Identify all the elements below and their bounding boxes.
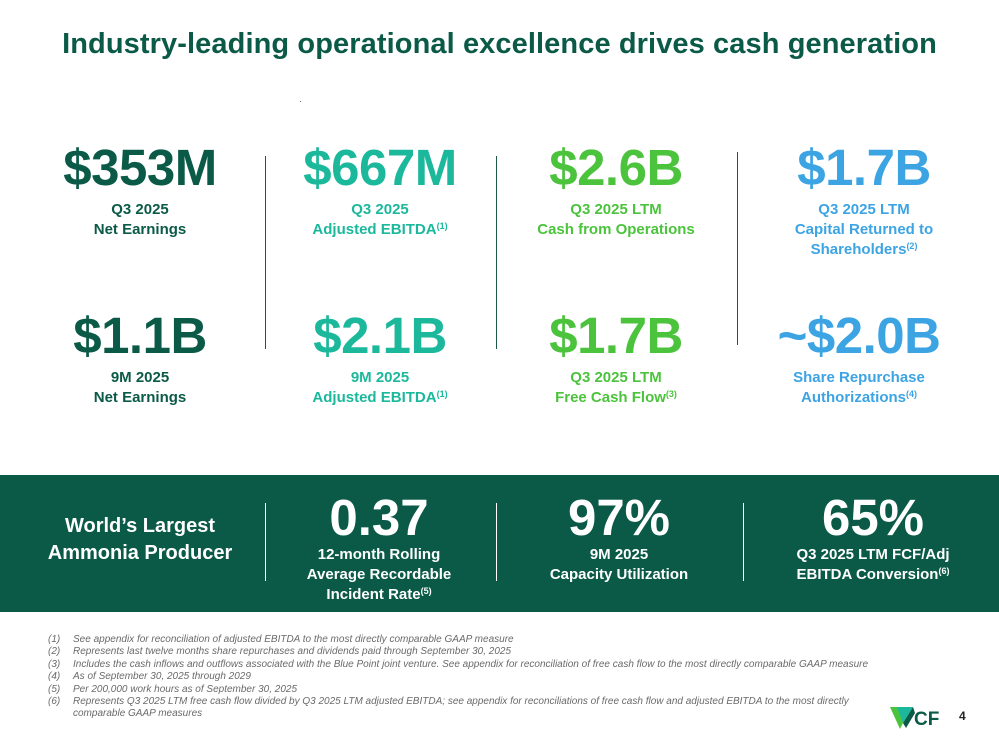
column-divider xyxy=(496,156,497,349)
footnote-ref: (1) xyxy=(436,221,448,231)
metric-ltm-free-cash-flow: $1.7B Q3 2025 LTM Free Cash Flow(3) xyxy=(500,308,732,408)
column-divider xyxy=(737,152,738,345)
band-divider xyxy=(496,503,497,581)
footnote-ref: (6) xyxy=(938,566,950,576)
metric-9m-adjusted-ebitda: $2.1B 9M 2025 Adjusted EBITDA(1) xyxy=(264,308,496,408)
cf-logo: CF xyxy=(890,707,939,730)
metric-share-repurchase-authorizations: ~$2.0B Share Repurchase Authorizations(4… xyxy=(743,308,975,408)
footnote-ref: (2) xyxy=(906,241,918,251)
metric-value: $1.7B xyxy=(797,139,931,196)
band-metric-label: Average Recordable xyxy=(306,566,452,583)
band-divider xyxy=(265,503,266,581)
footnote-ref: (4) xyxy=(906,389,917,399)
metric-label: Adjusted EBITDA(1) xyxy=(312,389,448,406)
metric-ltm-capital-returned: $1.7B Q3 2025 LTM Capital Returned to Sh… xyxy=(748,140,980,260)
metric-value: $1.7B xyxy=(549,307,683,364)
footnotes: (1) See appendix for reconciliation of ad… xyxy=(48,634,878,721)
metric-value: $353M xyxy=(63,139,217,196)
band-metric-label: Q3 2025 LTM FCF/Adj xyxy=(796,546,950,563)
metric-label: Net Earnings xyxy=(93,221,187,238)
logo-chevron-mark xyxy=(890,707,903,729)
band-metric-label: 12-month Rolling xyxy=(317,546,441,563)
stray-dot xyxy=(300,101,301,102)
metric-label: Cash from Operations xyxy=(537,221,695,238)
band-metric-label: 9M 2025 xyxy=(589,546,649,563)
metric-value: $1.1B xyxy=(73,307,207,364)
band-header: World’s Largest Ammonia Producer xyxy=(47,515,233,564)
logo-chevron-mark xyxy=(903,707,915,728)
page-number: 4 xyxy=(959,709,966,723)
footnote: (2) Represents last twelve months share r… xyxy=(48,646,512,658)
logo-text: CF xyxy=(914,709,939,730)
highlight-band: World’s Largest Ammonia Producer 0.37 12… xyxy=(0,475,999,612)
column-divider xyxy=(265,156,266,349)
metric-value: $2.1B xyxy=(313,307,447,364)
metric-label: Free Cash Flow(3) xyxy=(555,389,677,406)
metric-period: Q3 2025 LTM xyxy=(570,369,662,386)
metric-period: Q3 2025 xyxy=(111,201,169,218)
metric-period: 9M 2025 xyxy=(350,369,410,386)
band-metric-incident-rate: 0.37 12-month Rolling Average Recordable… xyxy=(278,491,480,605)
metric-value: ~$2.0B xyxy=(777,307,941,364)
footnote: (4) As of September 30, 2025 through 2029 xyxy=(48,671,251,683)
footnote-ref: (5) xyxy=(420,586,432,596)
metric-label-cont: Shareholders(2) xyxy=(810,241,918,258)
metric-value: $2.6B xyxy=(549,139,683,196)
metric-ltm-cash-from-operations: $2.6B Q3 2025 LTM Cash from Operations xyxy=(500,140,732,240)
metric-label: Capital Returned to xyxy=(794,221,934,238)
band-metric-label: Incident Rate(5) xyxy=(326,586,432,603)
metric-label: Authorizations(4) xyxy=(801,389,917,406)
footnote-ref: (3) xyxy=(665,389,677,399)
footnote: (6) Represents Q3 2025 LTM free cash flow… xyxy=(48,696,849,720)
band-metric-value: 65% xyxy=(821,489,925,546)
metric-period: Q3 2025 LTM xyxy=(570,201,662,218)
band-divider xyxy=(743,503,744,581)
metric-period: Q3 2025 LTM xyxy=(818,201,910,218)
metric-label: Adjusted EBITDA(1) xyxy=(312,221,448,238)
band-metric-label: Capacity Utilization xyxy=(549,566,689,583)
band-metric-fcf-conversion: 65% Q3 2025 LTM FCF/Adj EBITDA Conversio… xyxy=(755,491,991,585)
band-metric-value: 97% xyxy=(567,489,671,546)
footnote: (3) Includes the cash inflows and outflow… xyxy=(48,658,869,670)
metric-q3-adjusted-ebitda: $667M Q3 2025 Adjusted EBITDA(1) xyxy=(264,140,496,240)
logo-chevron-mark xyxy=(897,707,913,723)
metric-period: 9M 2025 xyxy=(110,369,170,386)
band-metric-capacity-utilization: 97% 9M 2025 Capacity Utilization xyxy=(505,491,733,585)
metric-period: Q3 2025 xyxy=(351,201,409,218)
footnote: (5) Per 200,000 work hours as of Septembe… xyxy=(48,683,298,695)
metric-q3-net-earnings: $353M Q3 2025 Net Earnings xyxy=(24,140,256,240)
footnote-ref: (1) xyxy=(436,389,448,399)
band-metric-label: EBITDA Conversion(6) xyxy=(796,566,950,583)
footnote: (1) See appendix for reconciliation of ad… xyxy=(48,634,514,645)
metric-9m-net-earnings: $1.1B 9M 2025 Net Earnings xyxy=(24,308,256,408)
page-title: Industry-leading operational excellence … xyxy=(62,28,937,60)
metric-period: Share Repurchase xyxy=(793,369,925,386)
band-metric-value: 0.37 xyxy=(329,489,429,546)
metric-label: Net Earnings xyxy=(93,389,187,406)
metric-value: $667M xyxy=(303,139,457,196)
